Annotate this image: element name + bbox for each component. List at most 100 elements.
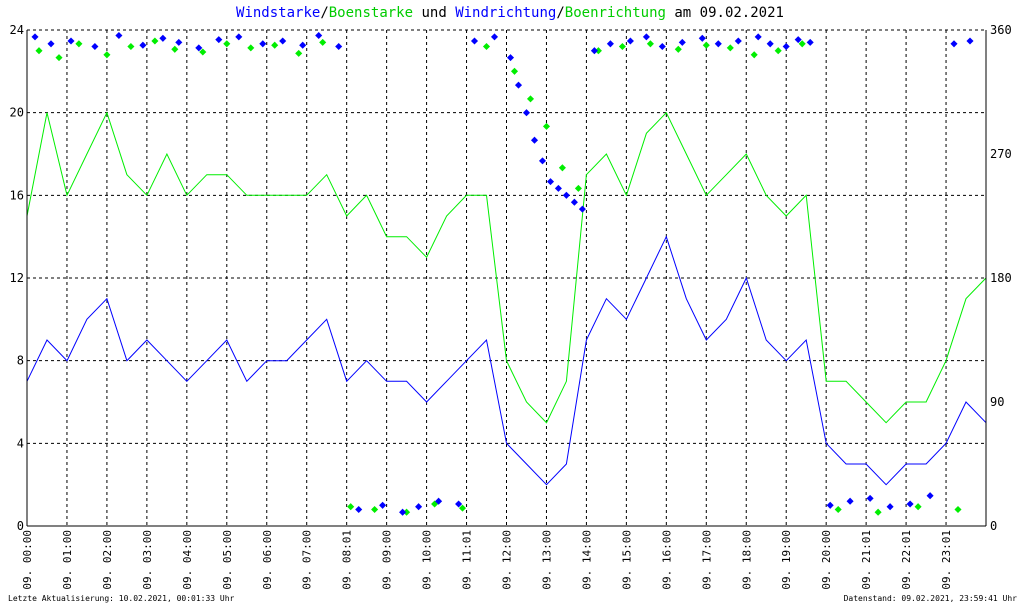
point-boenrichtung <box>103 51 111 59</box>
point-windrichtung <box>47 40 55 48</box>
point-windrichtung <box>698 34 706 42</box>
x-tick-label: 09. 10:00 <box>421 530 434 590</box>
point-boenrichtung <box>542 122 551 130</box>
title-boenrichtung: Boenrichtung <box>565 5 666 21</box>
point-boenrichtung <box>35 47 43 55</box>
point-windrichtung <box>159 34 167 42</box>
point-windrichtung <box>115 31 123 40</box>
point-windrichtung <box>866 494 874 502</box>
point-windrichtung <box>886 503 894 511</box>
point-boenrichtung <box>834 505 842 514</box>
left-tick-label: 8 <box>17 354 24 368</box>
point-windrichtung <box>379 501 387 509</box>
x-tick-label: 09. 05:00 <box>221 530 234 590</box>
x-tick-label: 09. 21:01 <box>860 530 873 590</box>
left-tick-label: 12 <box>10 271 24 285</box>
point-boenrichtung <box>674 45 682 53</box>
point-boenrichtung <box>247 44 255 52</box>
point-windrichtung <box>606 40 614 48</box>
point-windrichtung <box>906 500 914 508</box>
series-line-boenstarke <box>26 111 987 424</box>
right-tick-label: 0 <box>990 519 997 533</box>
footer-data-status: Datenstand: 09.02.2021, 23:59:41 Uhr <box>844 594 1018 603</box>
right-tick-label: 180 <box>990 271 1012 285</box>
point-windrichtung <box>215 36 223 44</box>
point-windrichtung <box>435 497 443 505</box>
point-windrichtung <box>734 37 742 45</box>
point-windrichtung <box>279 37 287 45</box>
title-boenstarke: Boenstarke <box>329 5 413 21</box>
point-boenrichtung <box>371 505 379 514</box>
x-tick-label: 09. 17:00 <box>700 530 713 590</box>
right-tick-label: 360 <box>990 23 1012 37</box>
left-tick-label: 16 <box>10 188 24 202</box>
point-boenrichtung <box>914 503 922 511</box>
point-windrichtung <box>658 42 666 51</box>
right-axis-ticks: 0 90 180 270 360 <box>990 23 1012 533</box>
point-boenrichtung <box>750 51 758 59</box>
point-boenrichtung <box>798 40 806 48</box>
point-windrichtung <box>175 38 183 46</box>
point-boenrichtung <box>458 504 467 512</box>
x-tick-label: 09. 02:00 <box>101 530 114 590</box>
x-tick-label: 09. 07:00 <box>301 530 314 590</box>
point-windrichtung <box>490 33 499 41</box>
left-tick-label: 24 <box>10 23 24 37</box>
point-windrichtung <box>966 37 974 45</box>
point-windrichtung <box>794 36 802 44</box>
point-windrichtung <box>754 33 762 41</box>
title-windstarke: Windstarke <box>236 5 320 21</box>
point-boenrichtung <box>127 42 135 51</box>
point-windrichtung <box>315 31 323 40</box>
point-windrichtung <box>782 42 790 51</box>
point-boenrichtung <box>295 49 303 57</box>
chart-title: Windstarke/Boenstarke und Windrichtung/B… <box>236 5 784 21</box>
point-windrichtung <box>950 40 958 48</box>
point-boenrichtung <box>774 47 782 55</box>
left-axis-ticks: 0 4 8 12 16 20 24 <box>10 23 24 533</box>
x-tick-label: 09. 20:00 <box>820 530 833 590</box>
point-windrichtung <box>538 157 547 165</box>
x-tick-label: 09. 15:00 <box>620 530 633 590</box>
axes <box>26 30 987 527</box>
x-tick-label: 09. 18:00 <box>740 530 753 590</box>
point-boenrichtung <box>574 184 582 192</box>
point-boenrichtung <box>618 42 626 51</box>
point-boenrichtung <box>558 164 566 172</box>
point-boenrichtung <box>726 44 734 52</box>
x-tick-label: 09. 11:01 <box>461 530 474 590</box>
point-boenrichtung <box>223 40 231 48</box>
x-tick-label: 09. 13:00 <box>541 530 554 590</box>
point-boenrichtung <box>55 54 63 62</box>
x-tick-label: 09. 08:01 <box>341 530 354 590</box>
grid <box>27 29 986 526</box>
point-windrichtung <box>455 500 463 508</box>
point-windrichtung <box>530 136 539 144</box>
x-tick-label: 09. 00:00 <box>21 530 34 590</box>
x-tick-label: 09. 16:00 <box>660 530 673 590</box>
point-windrichtung <box>399 508 407 516</box>
point-windrichtung <box>626 37 634 45</box>
point-windrichtung <box>355 505 363 514</box>
point-boenrichtung <box>347 503 355 511</box>
point-windrichtung <box>195 44 203 52</box>
point-windrichtung <box>415 503 423 511</box>
x-tick-label: 09. 12:00 <box>501 530 514 590</box>
left-tick-label: 20 <box>10 106 24 120</box>
x-tick-label: 09. 09:00 <box>381 530 394 590</box>
title-und: und <box>413 5 455 21</box>
point-boenrichtung <box>75 40 83 48</box>
point-windrichtung <box>522 109 531 117</box>
point-windrichtung <box>590 47 598 55</box>
left-tick-label: 4 <box>17 436 24 450</box>
point-boenrichtung <box>526 95 535 103</box>
point-windrichtung <box>91 42 99 51</box>
point-windrichtung <box>678 38 686 46</box>
point-windrichtung <box>570 198 578 206</box>
point-windrichtung <box>259 40 267 48</box>
x-tick-label: 09. 06:00 <box>261 530 274 590</box>
point-windrichtung <box>470 37 479 45</box>
point-windrichtung <box>642 33 650 41</box>
point-windrichtung <box>235 33 243 41</box>
x-tick-label: 09. 23:01 <box>940 530 953 590</box>
